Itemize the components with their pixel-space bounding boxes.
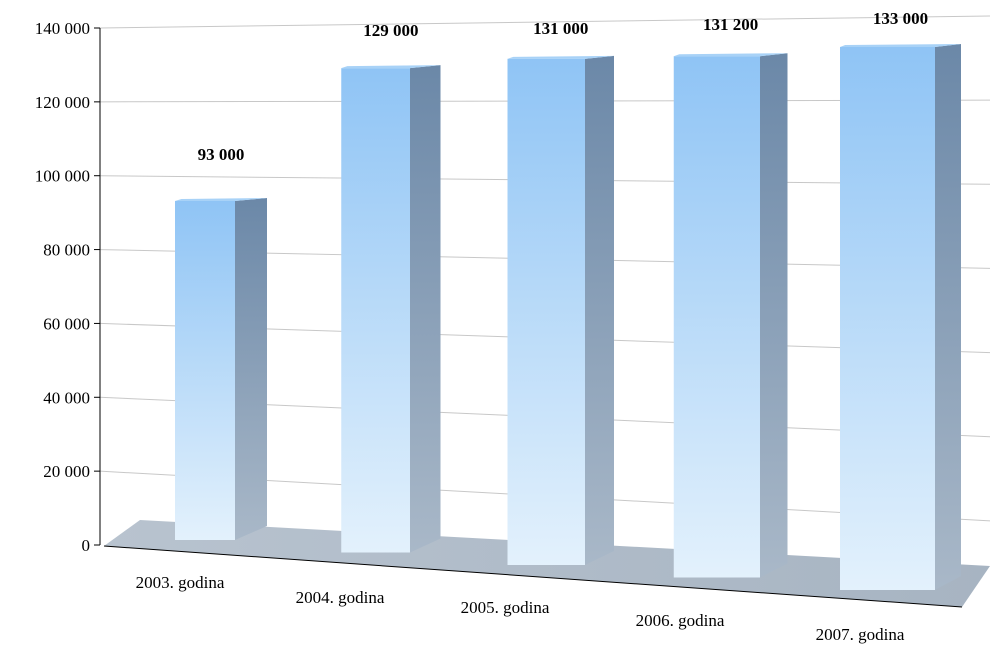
x-axis-line <box>103 545 963 608</box>
x-axis-labels: 2003. godina 2004. godina 2005. godina 2006… <box>136 573 905 644</box>
bar-side <box>760 53 788 578</box>
bar-side <box>235 198 267 540</box>
y-tick-label: 40 000 <box>43 388 90 407</box>
bar-front <box>673 56 760 578</box>
bar-top <box>673 53 788 57</box>
data-labels: 93 000 129 000 131 000 131 200 133 000 <box>198 9 929 164</box>
x-tick-label: 2004. godina <box>296 588 385 607</box>
bar-side <box>585 55 614 565</box>
y-tick-label: 120 000 <box>35 93 90 112</box>
y-tick-label: 0 <box>82 536 91 555</box>
y-tick-label: 100 000 <box>35 167 90 186</box>
data-label: 93 000 <box>198 145 245 164</box>
bar-front <box>175 201 235 540</box>
x-tick-label: 2006. godina <box>636 611 725 630</box>
bar-front <box>341 68 410 553</box>
bar-front <box>507 58 585 565</box>
y-tick-label: 140 000 <box>35 19 90 38</box>
bar-side <box>935 44 961 590</box>
bar-front <box>840 47 935 590</box>
gridline <box>99 15 991 29</box>
data-label: 131 200 <box>703 15 758 34</box>
x-tick-label: 2007. godina <box>816 625 905 644</box>
y-tick-label: 20 000 <box>43 462 90 481</box>
bar-top <box>507 55 614 59</box>
x-tick-label: 2005. godina <box>461 598 550 617</box>
data-label: 129 000 <box>363 21 418 40</box>
bar-side <box>410 65 441 553</box>
bar-top <box>175 198 267 201</box>
y-tick-label: 80 000 <box>43 241 90 260</box>
bar-top <box>341 65 441 69</box>
y-axis: 0 20 000 40 000 60 000 80 000 100 000 120 000 1… <box>35 19 101 555</box>
y-tick-label: 60 000 <box>43 314 90 333</box>
bars <box>175 44 961 590</box>
bar-top <box>840 44 961 47</box>
x-tick-label: 2003. godina <box>136 573 225 592</box>
data-label: 133 000 <box>873 9 928 28</box>
data-label: 131 000 <box>533 19 588 38</box>
